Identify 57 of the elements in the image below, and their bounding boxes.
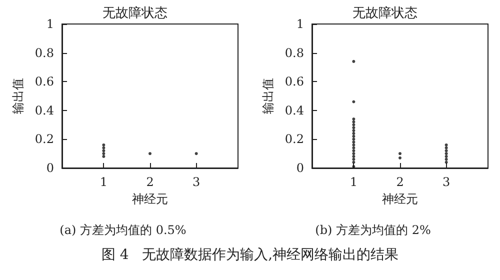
y-tick-label: 0.2 — [34, 132, 54, 146]
y-tick-label: 0.6 — [284, 74, 304, 89]
y-tick-label: 0 — [46, 161, 54, 175]
point — [352, 158, 356, 161]
point — [102, 152, 106, 156]
y-tick-label: 0.8 — [34, 46, 54, 60]
point — [398, 152, 402, 156]
y-tick-label: 0.4 — [284, 103, 304, 118]
y-axis-title: 输出值 — [11, 78, 26, 114]
point — [352, 126, 356, 130]
x-tick-label: 2 — [396, 175, 404, 189]
point — [352, 132, 356, 135]
x-axis-title: 神经元 — [382, 192, 418, 206]
y-tick-label: 1 — [296, 17, 304, 31]
y-tick-label: 1 — [46, 17, 54, 31]
x-tick-label: 2 — [146, 175, 154, 189]
point — [444, 154, 448, 158]
y-tick-label: 0.6 — [34, 74, 54, 89]
point — [352, 140, 356, 144]
point — [352, 129, 356, 132]
point — [102, 154, 106, 158]
point — [444, 152, 448, 156]
y-tick-label: 0.8 — [284, 46, 304, 60]
text: (a) 方差为均值的 0.5% — [60, 223, 186, 237]
point — [352, 60, 356, 63]
point — [352, 149, 356, 152]
point — [102, 146, 106, 150]
point — [398, 156, 402, 160]
point — [444, 146, 448, 150]
x-tick-label: 1 — [350, 175, 358, 189]
text: (b) 方差为均值的 2% — [315, 223, 431, 237]
point — [352, 165, 356, 168]
caption: 图 4 无故障数据作为输入,神经网络输出的结果 — [100, 246, 400, 264]
point — [352, 138, 356, 141]
y-tick-label: 0 — [296, 161, 304, 175]
y-tick-label: 0.4 — [34, 103, 54, 118]
point — [194, 152, 198, 156]
point — [444, 158, 448, 161]
x-tick-label: 3 — [442, 175, 450, 189]
y-axis-title: 输出值 — [261, 78, 276, 114]
chart-title: 无故障状态 — [102, 6, 168, 21]
point — [352, 154, 356, 158]
x-tick-label: 1 — [100, 175, 108, 189]
point — [352, 160, 356, 164]
chart-title: 无故障状态 — [352, 6, 418, 21]
x-tick-label: 3 — [192, 175, 200, 189]
x-axis-title: 神经元 — [132, 192, 168, 206]
point — [352, 118, 356, 121]
point — [352, 120, 356, 124]
point — [352, 134, 356, 138]
point — [352, 152, 356, 156]
point — [352, 143, 356, 146]
point — [102, 143, 106, 146]
point — [444, 143, 448, 146]
point — [148, 152, 152, 156]
point — [352, 146, 356, 150]
y-tick-label: 0.2 — [284, 132, 304, 146]
